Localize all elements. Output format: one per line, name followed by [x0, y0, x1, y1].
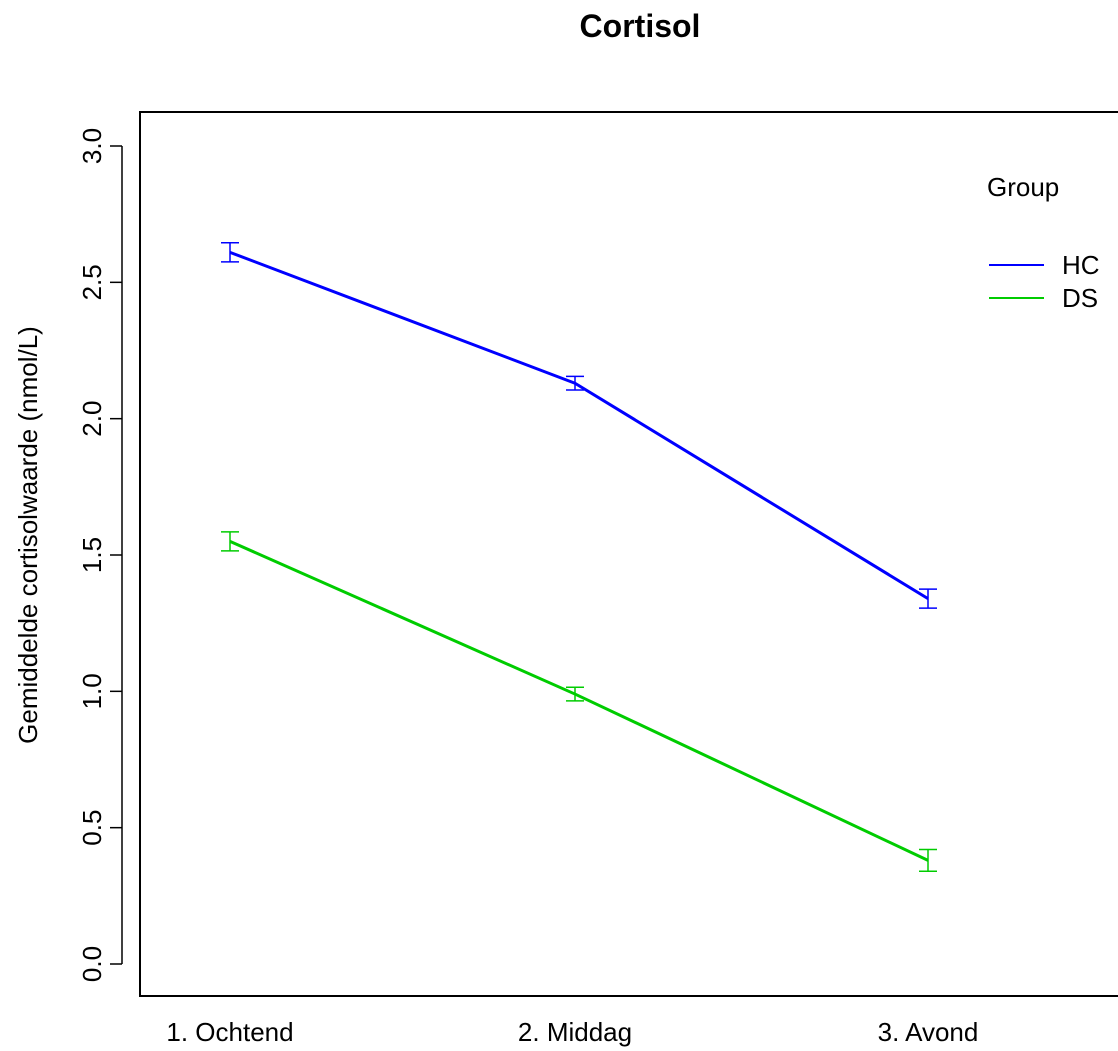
plot-area-frame	[139, 111, 1118, 997]
legend-label: HC	[1062, 250, 1100, 280]
series-hc	[221, 242, 937, 609]
error-bar	[566, 686, 584, 702]
legend-title: Group	[987, 172, 1059, 202]
y-tick-label: 0.5	[77, 810, 107, 846]
legend-label: DS	[1062, 283, 1098, 313]
y-tick-label: 3.0	[77, 128, 107, 164]
error-bar	[566, 375, 584, 391]
series-line-hc	[229, 250, 929, 600]
legend-item-ds: DS	[989, 283, 1098, 313]
y-tick-label: 2.0	[77, 401, 107, 437]
y-tick-label: 1.0	[77, 673, 107, 709]
chart-title: Cortisol	[580, 8, 701, 44]
error-bar	[221, 242, 239, 263]
y-axis-label: Gemiddelde cortisolwaarde (nmol/L)	[13, 326, 43, 744]
x-axis: 1. Ochtend 2. Middag 3. Avond	[166, 1017, 978, 1047]
x-tick-label: 1. Ochtend	[166, 1017, 293, 1047]
series-ds	[221, 531, 937, 873]
y-tick-label: 1.5	[77, 537, 107, 573]
series-layer	[221, 242, 937, 873]
y-axis: 0.0 0.5 1.0 1.5 2.0 2.5 3.0	[77, 128, 123, 982]
y-tick-label: 2.5	[77, 264, 107, 300]
x-tick-label: 2. Middag	[518, 1017, 632, 1047]
error-bar	[919, 588, 937, 609]
x-tick-label: 3. Avond	[878, 1017, 979, 1047]
y-tick-label: 0.0	[77, 946, 107, 982]
error-bar	[221, 531, 239, 552]
error-bar	[919, 848, 937, 873]
legend-item-hc: HC	[989, 250, 1100, 280]
